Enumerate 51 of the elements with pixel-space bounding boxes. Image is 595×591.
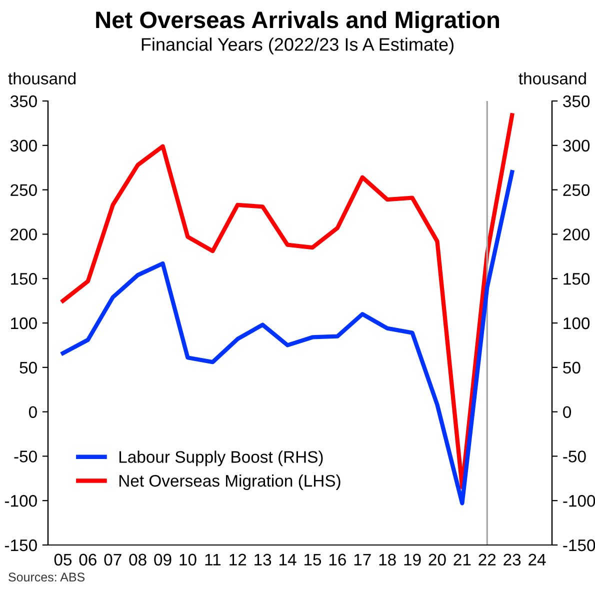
x-tick-label: 07 [104, 554, 122, 566]
x-tick-label: 15 [304, 554, 322, 566]
y2-tick-label: 100 [564, 317, 590, 330]
x-tick-label: 16 [329, 554, 346, 566]
chart-subtitle: Financial Years (2022/23 Is A Estimate) [142, 38, 454, 54]
y2-axis-title: thousand [518, 72, 586, 84]
y2-tick-label: -50 [563, 450, 586, 462]
y2-tick-label: 50 [563, 362, 580, 374]
y2-tick-label: 350 [563, 95, 590, 108]
y-tick-label: 150 [11, 273, 37, 285]
y-tick-label: 250 [10, 184, 37, 196]
x-tick-label: 09 [154, 554, 172, 566]
x-tick-label: 13 [254, 554, 272, 566]
x-tick-label: 05 [54, 554, 72, 566]
x-tick-label: 14 [280, 554, 296, 566]
y-tick-label: 0 [28, 406, 37, 418]
y2-tick-label: -150 [563, 539, 595, 552]
y-tick-label: 350 [10, 95, 37, 108]
y-tick-label: 100 [11, 317, 37, 330]
y-axis-title: thousand [8, 72, 76, 84]
source-note: Sources: ABS [8, 572, 85, 582]
x-tick-label: 17 [354, 554, 371, 566]
x-tick-label: 20 [428, 554, 446, 566]
y-tick-label: -100 [4, 495, 37, 507]
y2-tick-label: -100 [563, 495, 595, 507]
x-tick-label: 10 [180, 554, 196, 566]
y-tick-label: -50 [14, 450, 37, 462]
y-tick-label: 50 [20, 362, 37, 374]
x-tick-label: 24 [528, 554, 546, 566]
x-tick-label: 06 [79, 554, 96, 566]
y2-tick-label: 150 [564, 273, 590, 285]
x-tick-label: 11 [205, 554, 221, 566]
legend-label: Labour Supply Boost (RHS) [119, 450, 323, 466]
y2-tick-label: 0 [563, 406, 572, 418]
x-tick-label: 23 [504, 554, 521, 566]
line-series [60, 170, 514, 506]
x-tick-label: 19 [404, 554, 421, 566]
x-tick-label: 22 [478, 554, 496, 566]
legend-label: Net Overseas Migration (LHS) [119, 474, 340, 490]
x-tick-label: 21 [454, 554, 471, 566]
x-tick-label: 12 [230, 554, 246, 566]
chart-title: Net Overseas Arrivals and Migration [96, 10, 499, 34]
y-tick-label: 200 [10, 228, 37, 240]
y-tick-label: -150 [4, 539, 37, 552]
line-series [60, 113, 514, 490]
x-tick-label: 18 [379, 554, 396, 566]
y2-tick-label: 250 [563, 184, 590, 196]
x-tick-label: 08 [129, 554, 146, 566]
y-tick-label: 300 [10, 140, 37, 152]
y2-tick-label: 300 [563, 140, 590, 152]
y2-tick-label: 200 [563, 228, 590, 240]
